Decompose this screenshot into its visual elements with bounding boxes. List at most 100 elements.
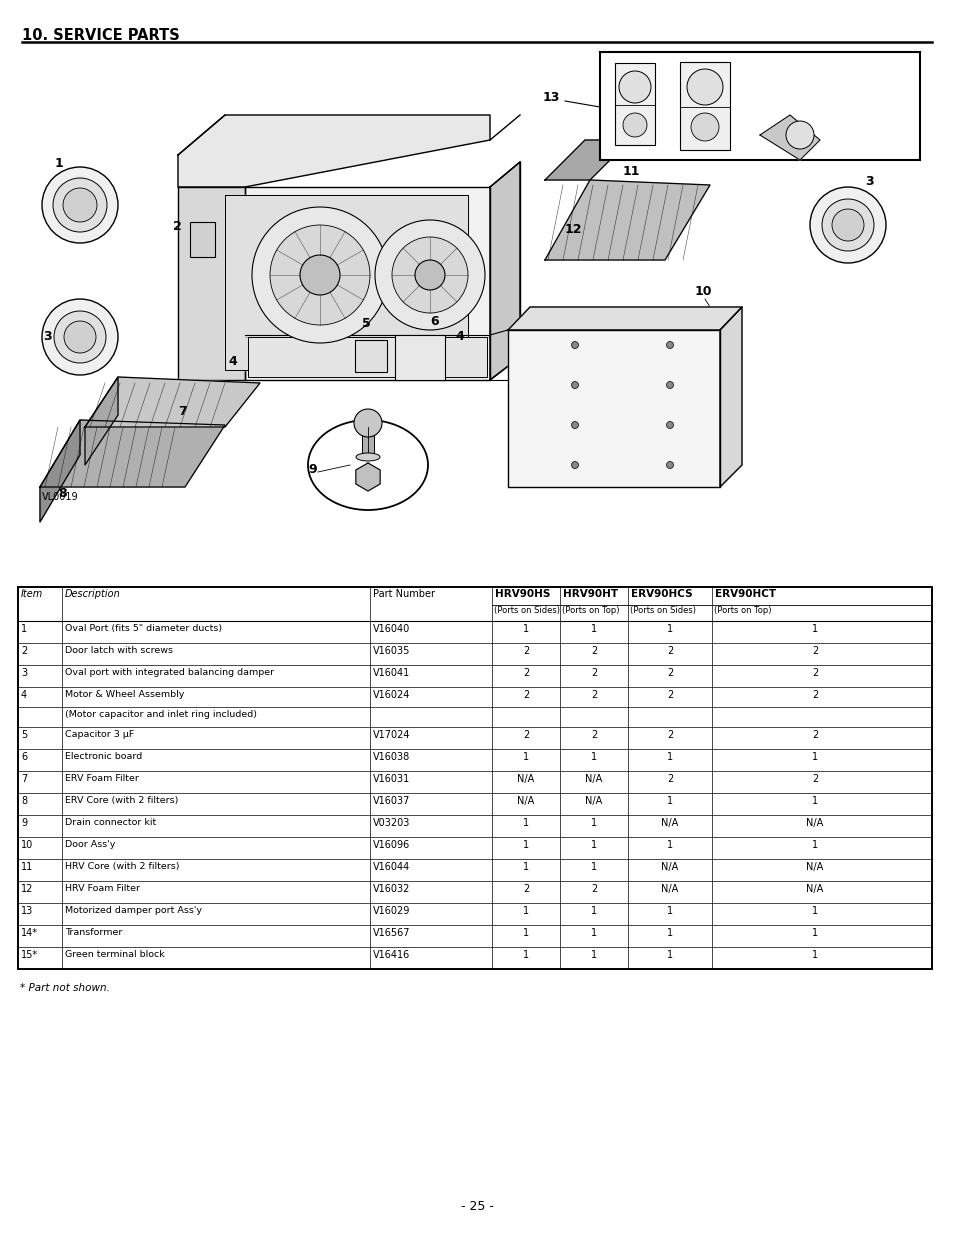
Text: Capacitor 3 μF: Capacitor 3 μF	[65, 730, 134, 739]
Text: (Ports on Top): (Ports on Top)	[713, 606, 771, 615]
Text: 15*: 15*	[21, 950, 38, 960]
Text: 2: 2	[811, 646, 818, 656]
Text: N/A: N/A	[805, 818, 822, 827]
Text: 2: 2	[522, 730, 529, 740]
Text: Electronic board: Electronic board	[65, 752, 142, 761]
Text: 1: 1	[522, 950, 529, 960]
Text: V16032: V16032	[373, 884, 410, 894]
Text: Oval Port (fits 5" diameter ducts): Oval Port (fits 5" diameter ducts)	[65, 624, 222, 634]
Text: - 25 -: - 25 -	[460, 1200, 493, 1213]
Polygon shape	[40, 420, 80, 522]
Text: 9: 9	[308, 463, 316, 475]
Text: 2: 2	[590, 690, 597, 700]
Text: HRV90HS: HRV90HS	[495, 589, 550, 599]
Text: 1: 1	[811, 840, 818, 850]
Text: N/A: N/A	[660, 862, 678, 872]
Text: 2: 2	[811, 774, 818, 784]
Polygon shape	[245, 186, 490, 380]
Circle shape	[821, 199, 873, 251]
Text: (Ports on Top): (Ports on Top)	[561, 606, 618, 615]
Text: 2: 2	[666, 668, 673, 678]
Text: 2: 2	[590, 730, 597, 740]
Text: 8: 8	[21, 797, 27, 806]
Circle shape	[415, 261, 444, 290]
Text: 12: 12	[564, 224, 582, 236]
Text: 1: 1	[590, 752, 597, 762]
Text: VL0019: VL0019	[42, 492, 78, 501]
Text: 1: 1	[811, 906, 818, 916]
Text: 1: 1	[590, 927, 597, 939]
Text: 1: 1	[811, 797, 818, 806]
Text: 11: 11	[21, 862, 33, 872]
Circle shape	[354, 409, 381, 437]
Circle shape	[53, 178, 107, 232]
Text: N/A: N/A	[660, 818, 678, 827]
Text: 1: 1	[522, 624, 529, 634]
Text: HRV90HT: HRV90HT	[562, 589, 618, 599]
Text: 1: 1	[590, 818, 597, 827]
Text: 2: 2	[811, 730, 818, 740]
Circle shape	[666, 382, 673, 389]
Text: Description: Description	[65, 589, 121, 599]
Text: 4: 4	[228, 354, 236, 368]
Polygon shape	[544, 180, 709, 261]
Text: (Ports on Sides): (Ports on Sides)	[494, 606, 559, 615]
Text: 13: 13	[542, 91, 559, 104]
Text: 1: 1	[21, 624, 27, 634]
Text: 4: 4	[21, 690, 27, 700]
Text: 2: 2	[590, 668, 597, 678]
Text: V16416: V16416	[373, 950, 410, 960]
Polygon shape	[225, 195, 468, 370]
Ellipse shape	[355, 453, 379, 461]
Text: 2: 2	[172, 220, 182, 233]
Circle shape	[375, 220, 484, 330]
Text: 11: 11	[622, 165, 639, 178]
Text: V16024: V16024	[373, 690, 410, 700]
Circle shape	[666, 342, 673, 348]
Text: V16038: V16038	[373, 752, 410, 762]
Circle shape	[571, 421, 578, 429]
Text: 1: 1	[522, 840, 529, 850]
Text: 1: 1	[666, 797, 673, 806]
Text: V16031: V16031	[373, 774, 410, 784]
Text: 2: 2	[666, 774, 673, 784]
Text: V03203: V03203	[373, 818, 410, 827]
Text: 9: 9	[21, 818, 27, 827]
Circle shape	[666, 462, 673, 468]
Text: 1: 1	[590, 862, 597, 872]
Circle shape	[622, 112, 646, 137]
Circle shape	[571, 382, 578, 389]
Text: V16037: V16037	[373, 797, 410, 806]
Text: ERV90HCS: ERV90HCS	[630, 589, 692, 599]
Text: * Part not shown.: * Part not shown.	[20, 983, 110, 993]
Text: 10. SERVICE PARTS: 10. SERVICE PARTS	[22, 28, 179, 43]
Text: 2: 2	[811, 690, 818, 700]
Text: V16035: V16035	[373, 646, 410, 656]
Text: 6: 6	[21, 752, 27, 762]
Bar	[190, 222, 214, 257]
Text: Transformer: Transformer	[65, 927, 122, 937]
Text: ERV Foam Filter: ERV Foam Filter	[65, 774, 139, 783]
Text: ERV90HCT: ERV90HCT	[714, 589, 776, 599]
Text: 1: 1	[666, 927, 673, 939]
Circle shape	[392, 237, 468, 312]
Polygon shape	[178, 115, 490, 186]
Text: V16096: V16096	[373, 840, 410, 850]
Circle shape	[666, 421, 673, 429]
Text: 1: 1	[666, 752, 673, 762]
Text: 3: 3	[43, 330, 51, 343]
Text: 1: 1	[590, 950, 597, 960]
Text: Green terminal block: Green terminal block	[65, 950, 165, 960]
Bar	[18, 587, 931, 969]
Text: 7: 7	[178, 405, 187, 417]
Text: V16567: V16567	[373, 927, 410, 939]
Text: 1: 1	[666, 624, 673, 634]
Text: N/A: N/A	[585, 797, 602, 806]
Text: N/A: N/A	[517, 774, 534, 784]
Polygon shape	[760, 115, 820, 161]
Text: 14*: 14*	[21, 927, 38, 939]
Text: 1: 1	[811, 950, 818, 960]
Text: Door latch with screws: Door latch with screws	[65, 646, 172, 655]
Text: Motorized damper port Ass'y: Motorized damper port Ass'y	[65, 906, 202, 915]
Circle shape	[831, 209, 863, 241]
